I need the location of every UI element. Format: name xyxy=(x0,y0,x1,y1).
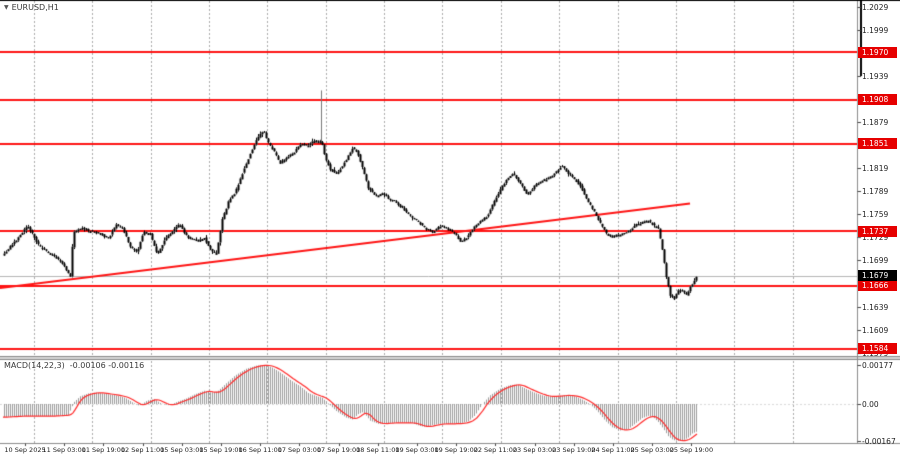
time-axis-label: 12 Sep 11:00 xyxy=(120,446,165,454)
time-axis-label: 11 Sep 03:00 xyxy=(42,446,86,454)
time-axis-label: 15 Sep 03:00 xyxy=(160,446,204,454)
time-axis-label: 24 Sep 11:00 xyxy=(591,446,635,454)
time-axis-label: 23 Sep 03:00 xyxy=(512,446,557,454)
time-axis-label: 17 Sep 19:00 xyxy=(316,446,361,454)
collapse-arrow-icon[interactable]: ▼ xyxy=(4,3,9,11)
price-tick-label: 1.1819 xyxy=(862,164,889,174)
time-axis-label: 23 Sep 19:00 xyxy=(552,446,596,454)
level-price-label[interactable]: 1.1666 xyxy=(858,280,897,292)
price-tick-label: 1.1999 xyxy=(862,25,889,35)
macd-values: -0.00106 -0.00116 xyxy=(69,361,145,370)
current-price-label: 1.1679 xyxy=(858,270,897,282)
time-axis-label: 17 Sep 03:00 xyxy=(277,446,322,454)
price-tick-label: 1.1939 xyxy=(862,71,889,81)
price-tick-label: 1.1609 xyxy=(862,325,889,335)
level-price-label[interactable]: 1.1851 xyxy=(858,138,897,150)
symbol-label: EURUSD,H1 xyxy=(11,3,59,12)
time-axis-label: 10 Sep 2025 xyxy=(4,446,46,454)
time-axis-label: 22 Sep 11:00 xyxy=(473,446,518,454)
price-tick-label: 1.1879 xyxy=(862,118,889,127)
time-axis-label: 19 Sep 03:00 xyxy=(395,446,439,454)
level-price-label[interactable]: 1.1908 xyxy=(858,94,897,106)
level-price-label[interactable]: 1.1970 xyxy=(858,46,897,58)
price-tick-label: 1.1699 xyxy=(862,256,889,266)
time-axis-label: 18 Sep 11:00 xyxy=(356,446,400,454)
price-tick-label: 1.1729 xyxy=(862,233,889,243)
time-axis-label: 19 Sep 19:00 xyxy=(434,446,478,454)
time-axis-label: 25 Sep 03:00 xyxy=(630,446,674,454)
price-tick-label: 1.1759 xyxy=(862,210,889,220)
symbol-title: ▼ EURUSD,H1 xyxy=(4,3,59,12)
price-tick-label: 1.1789 xyxy=(862,187,889,197)
time-axis-label: 15 Sep 19:00 xyxy=(199,446,243,454)
macd-name: MACD(14,22,3) xyxy=(4,361,65,370)
macd-indicator-label: MACD(14,22,3) -0.00106 -0.00116 xyxy=(4,361,149,370)
time-axis-label: 16 Sep 11:00 xyxy=(238,446,282,454)
level-price-label[interactable]: 1.1584 xyxy=(858,343,897,355)
price-tick-label: 1.2029 xyxy=(862,2,889,12)
time-axis-label: 11 Sep 19:00 xyxy=(81,446,126,454)
macd-tick-label: 0.00 xyxy=(862,400,879,409)
price-tick-label: 1.1639 xyxy=(862,302,889,312)
level-price-label[interactable]: 1.1737 xyxy=(858,225,897,237)
macd-tick-label: 0.00177 xyxy=(862,361,894,370)
macd-tick-label: -0.00167 xyxy=(862,436,896,446)
time-axis-label: 25 Sep 19:00 xyxy=(669,446,714,454)
